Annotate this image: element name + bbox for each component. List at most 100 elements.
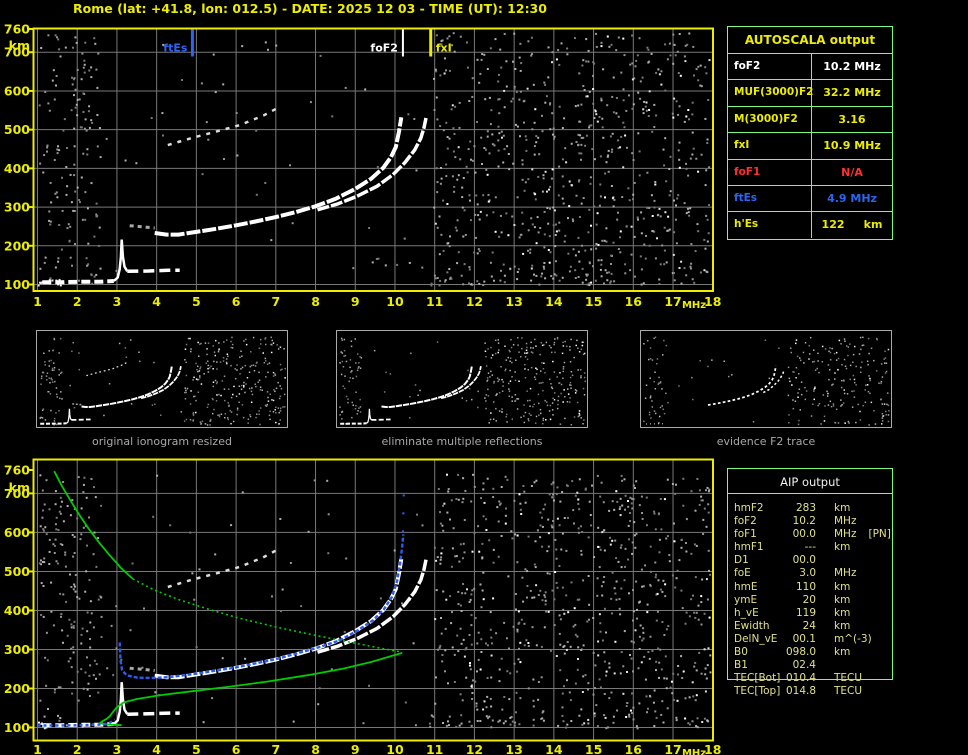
svg-text:12: 12 [466, 742, 483, 755]
param-label: MUF(3000)F2 [728, 80, 813, 106]
page-title: Rome (lat: +41.8, lon: 012.5) - DATE: 20… [73, 1, 547, 16]
autoscala-table: AUTOSCALA output foF2 10.2 MHz MUF(3000)F… [727, 26, 893, 240]
aip-row-DelN_vE: DelN_vE 00.1 m^(-3) [734, 632, 872, 645]
aip-table-title: AIP output [780, 475, 840, 489]
svg-text:17: 17 [664, 742, 681, 755]
param-label: fxI [728, 133, 812, 159]
svg-text:10: 10 [386, 294, 404, 309]
svg-text:5: 5 [192, 742, 201, 755]
svg-text:MHz: MHz [682, 300, 706, 311]
thumbnail-caption-eliminate-multiples: eliminate multiple reflections [381, 435, 543, 448]
svg-text:12: 12 [466, 294, 483, 309]
param-value: 10.2 MHz [823, 60, 881, 73]
svg-text:11: 11 [426, 294, 443, 309]
autoscala-row-fxI: fxI 10.9 MHz [728, 133, 892, 160]
autoscala-row-muf3000f2: MUF(3000)F2 32.2 MHz [728, 80, 892, 107]
aip-row-foE: foE 3.0 MHz [734, 567, 857, 580]
autoscala-row-ftEs: ftEs 4.9 MHz [728, 185, 892, 213]
aip-table: hmF2 283 km foF2 10.2 MHz foF1 00.0 MHz [PN] hm… [734, 502, 904, 698]
svg-text:3: 3 [113, 294, 122, 309]
svg-text:14: 14 [545, 294, 563, 309]
svg-text:6: 6 [232, 742, 241, 755]
param-label: h'Es [728, 212, 812, 238]
svg-text:4: 4 [152, 294, 161, 309]
param-label: foF2 [728, 54, 812, 80]
svg-text:100: 100 [4, 277, 30, 292]
autoscala-row-foF2: foF2 10.2 MHz [728, 54, 892, 81]
aip-row-D1: D1 00.0 [734, 554, 816, 567]
svg-text:200: 200 [4, 681, 30, 696]
aip-row-hmF1: hmF1 --- km [734, 541, 851, 554]
svg-text:700: 700 [4, 45, 30, 60]
svg-text:7: 7 [271, 294, 280, 309]
svg-text:3: 3 [113, 742, 122, 755]
aip-row-foF1: foF1 00.0 MHz [PN] [734, 528, 891, 541]
svg-text:100: 100 [4, 720, 30, 735]
param-value: 10.9 MHz [823, 139, 881, 153]
svg-text:400: 400 [4, 603, 30, 618]
aip-row-TECBot: TEC[Bot] 010.4 TECU [734, 672, 863, 685]
svg-text:foF2: foF2 [370, 42, 398, 55]
svg-text:300: 300 [4, 200, 30, 215]
param-value: 122 km [821, 218, 883, 232]
svg-text:13: 13 [505, 294, 522, 309]
svg-text:km: km [9, 480, 30, 495]
svg-text:700: 700 [4, 486, 30, 501]
svg-text:18: 18 [704, 742, 721, 755]
svg-text:15: 15 [585, 742, 602, 755]
param-value: 3.16 [838, 112, 866, 126]
param-value: N/A [841, 165, 863, 179]
autoscala-row-m3000f2: M(3000)F2 3.16 [728, 106, 892, 134]
svg-text:10: 10 [386, 742, 404, 755]
aip-row-h_vE: h_vE 119 km [734, 606, 851, 619]
svg-text:2: 2 [73, 742, 82, 755]
svg-text:4: 4 [152, 742, 161, 755]
svg-text:600: 600 [4, 83, 30, 98]
svg-text:1: 1 [33, 294, 42, 309]
aip-row-B0: B0 098.0 km [734, 646, 851, 659]
svg-text:13: 13 [505, 742, 522, 755]
svg-text:6: 6 [232, 294, 241, 309]
svg-text:15: 15 [585, 294, 602, 309]
aip-row-B1: B1 02.4 [734, 659, 816, 672]
svg-text:500: 500 [4, 122, 30, 137]
svg-text:1: 1 [33, 742, 42, 755]
param-label: M(3000)F2 [728, 106, 812, 133]
aip-row-hmE: hmE 110 km [734, 580, 851, 593]
autoscala-row-hEs: h'Es 122 km [728, 212, 892, 238]
svg-text:5: 5 [192, 294, 201, 309]
aip-row-ymE: ymE 20 km [734, 593, 851, 606]
aip-row-foF2: foF2 10.2 MHz [734, 515, 857, 528]
thumbnail-caption-evidence-f2: evidence F2 trace [716, 435, 816, 448]
svg-text:9: 9 [351, 294, 360, 309]
param-value: 32.2 MHz [823, 86, 881, 100]
svg-text:8: 8 [311, 742, 320, 755]
autoscala-row-foF1: foF1 N/A [728, 159, 892, 186]
thumbnail-caption-original: original ionogram resized [92, 435, 232, 448]
svg-text:MHz: MHz [682, 748, 706, 755]
svg-text:ftEs: ftEs [163, 42, 188, 55]
svg-text:400: 400 [4, 161, 30, 176]
svg-text:200: 200 [4, 238, 30, 253]
svg-text:km: km [9, 38, 30, 53]
svg-text:16: 16 [625, 294, 643, 309]
param-value: 4.9 MHz [827, 191, 877, 205]
svg-text:16: 16 [625, 742, 643, 755]
svg-text:14: 14 [545, 742, 563, 755]
svg-text:9: 9 [351, 742, 360, 755]
aip-row-Ewidth: Ewidth 24 km [734, 619, 851, 632]
svg-text:8: 8 [311, 294, 320, 309]
svg-text:2: 2 [73, 294, 82, 309]
aip-row-TECTop: TEC[Top] 014.8 TECU [734, 685, 863, 698]
svg-text:7: 7 [271, 742, 280, 755]
svg-text:760: 760 [4, 463, 30, 478]
autoscala-table-title: AUTOSCALA output [728, 27, 892, 54]
svg-text:17: 17 [664, 294, 681, 309]
svg-text:500: 500 [4, 564, 30, 579]
aip-row-hmF2: hmF2 283 km [734, 502, 851, 514]
svg-text:fxI: fxI [436, 42, 452, 55]
aip-header-divider [727, 493, 893, 494]
param-label: ftEs [728, 185, 812, 212]
